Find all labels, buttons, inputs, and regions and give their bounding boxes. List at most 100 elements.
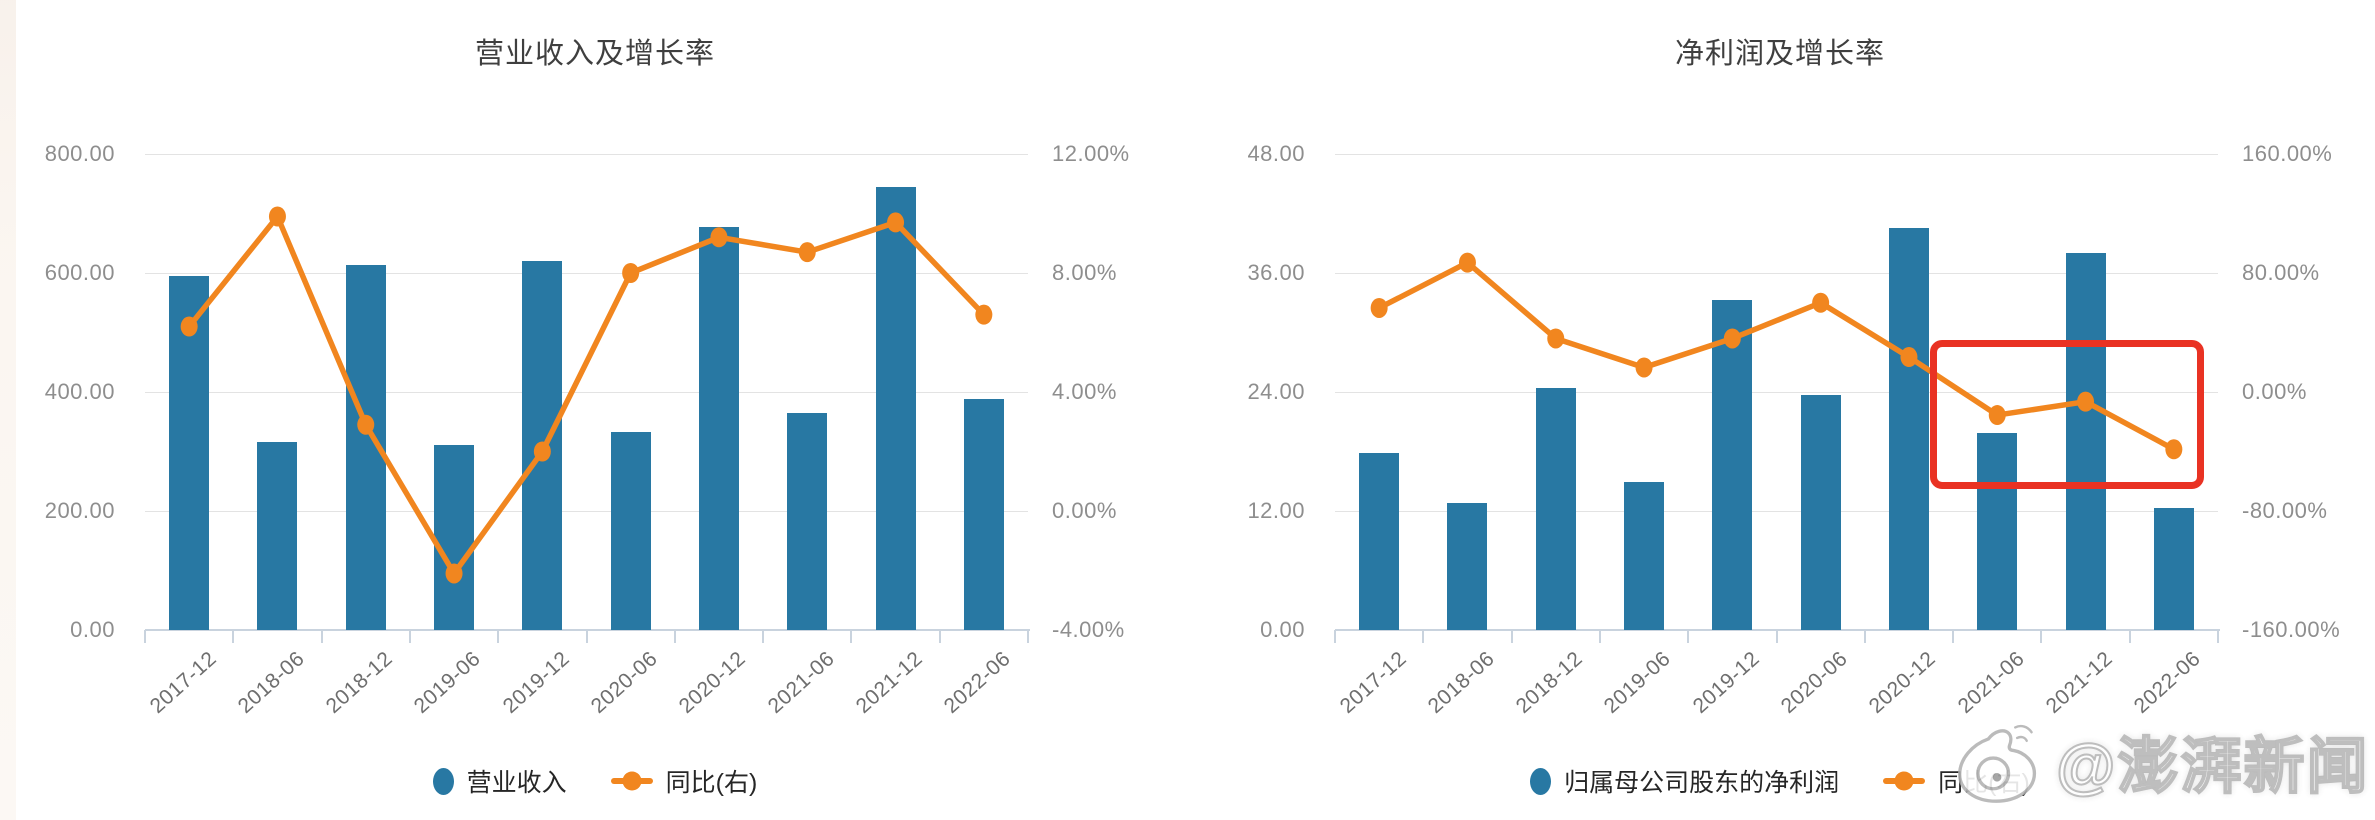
y-gridline bbox=[145, 153, 1028, 155]
watermark-handle: @澎湃新闻 bbox=[2055, 731, 2370, 801]
y-gridline bbox=[1335, 510, 2218, 512]
x-axis-label: 2018-06 bbox=[233, 647, 309, 719]
x-axis-tick bbox=[938, 630, 941, 643]
legend-label: 同比(右) bbox=[665, 769, 758, 797]
x-axis-tick bbox=[497, 630, 500, 643]
line-dot-2020-06 bbox=[1812, 292, 1830, 313]
x-axis-label: 2020-12 bbox=[1865, 647, 1941, 719]
x-axis-tick bbox=[232, 630, 235, 643]
line-dot-2017-12 bbox=[1370, 297, 1388, 318]
bar-2021-06 bbox=[1977, 432, 2018, 630]
x-axis-tick bbox=[673, 630, 676, 643]
x-axis-tick bbox=[2217, 630, 2219, 643]
bar-2018-12 bbox=[345, 264, 386, 630]
x-axis-tick bbox=[2040, 630, 2043, 643]
x-axis-label: 2019-06 bbox=[410, 647, 486, 719]
x-axis-label: 2018-12 bbox=[321, 647, 398, 719]
y-axis-label-right: -160.00% bbox=[2242, 617, 2341, 642]
y-axis-label-right: 160.00% bbox=[2242, 141, 2333, 166]
x-axis-label: 2020-06 bbox=[586, 647, 663, 719]
bar-2021-06 bbox=[787, 412, 828, 630]
bar-2018-12 bbox=[1535, 388, 1576, 630]
y-axis-label-left: 36.00 bbox=[1247, 260, 1305, 285]
x-axis-label: 2022-06 bbox=[2129, 647, 2206, 719]
bar-series-marker-icon bbox=[1530, 767, 1552, 795]
x-axis-line bbox=[145, 629, 1030, 631]
x-axis-label: 2021-06 bbox=[763, 647, 839, 719]
y-axis-label-right: 0.00% bbox=[1052, 498, 1117, 523]
y-axis-label-right: 12.00% bbox=[1052, 141, 1130, 166]
y-axis-label-left: 600.00 bbox=[44, 260, 115, 285]
x-axis-tick bbox=[1863, 630, 1866, 643]
bar-2019-06 bbox=[1624, 482, 1665, 630]
bar-2017-12 bbox=[1359, 453, 1400, 630]
x-axis-tick bbox=[762, 630, 765, 643]
watermark: @澎湃新闻 bbox=[1950, 714, 2369, 806]
revenue-chart-title: 营业收入及增长率 bbox=[474, 38, 715, 70]
bar-2021-12 bbox=[875, 187, 916, 630]
y-axis-label-left: 48.00 bbox=[1247, 141, 1305, 166]
x-axis-label: 2018-06 bbox=[1423, 647, 1499, 719]
legend-label: 归属母公司股东的净利润 bbox=[1564, 769, 1840, 797]
x-axis-label: 2022-06 bbox=[939, 647, 1016, 719]
y-axis-label-left: 12.00 bbox=[1247, 498, 1305, 523]
page-edge-artifact bbox=[0, 0, 16, 820]
x-axis-label: 2018-12 bbox=[1511, 647, 1588, 719]
x-axis-label: 2019-06 bbox=[1600, 647, 1676, 719]
line-dot-2022-06 bbox=[975, 304, 993, 325]
y-axis-label-right: 0.00% bbox=[2242, 379, 2307, 404]
x-axis-tick bbox=[1598, 630, 1601, 643]
x-axis-label: 2017-12 bbox=[1335, 647, 1411, 719]
y-axis-label-right: -4.00% bbox=[1052, 617, 1125, 642]
x-axis-label: 2021-12 bbox=[851, 647, 927, 719]
x-axis-label: 2017-12 bbox=[145, 647, 221, 719]
legend-label: 营业收入 bbox=[466, 769, 567, 797]
y-axis-label-right: 4.00% bbox=[1052, 379, 1117, 404]
x-axis-tick bbox=[1952, 630, 1955, 643]
y-axis-label-right: 80.00% bbox=[2242, 260, 2320, 285]
x-axis-line bbox=[1335, 629, 2220, 631]
x-axis-label: 2019-12 bbox=[1688, 647, 1764, 719]
bar-2022-06 bbox=[2153, 508, 2194, 630]
line-dot-2018-12 bbox=[1547, 328, 1565, 349]
y-axis-label-left: 200.00 bbox=[44, 498, 115, 523]
bar-2020-06 bbox=[1800, 394, 1841, 630]
x-axis-tick bbox=[2128, 630, 2131, 643]
bar-2019-12 bbox=[522, 260, 563, 630]
revenue-chart-legend: 营业收入 同比(右) bbox=[0, 763, 1190, 799]
net-profit-chart-title: 净利润及增长率 bbox=[1674, 38, 1885, 70]
bar-2017-12 bbox=[169, 275, 210, 630]
y-axis-label-right: 8.00% bbox=[1052, 260, 1117, 285]
x-axis-tick bbox=[320, 630, 323, 643]
y-axis-label-left: 24.00 bbox=[1247, 379, 1305, 404]
x-axis-tick bbox=[585, 630, 588, 643]
line-dot-2019-06 bbox=[1635, 357, 1653, 378]
x-axis-label: 2021-12 bbox=[2041, 647, 2117, 719]
bar-2019-12 bbox=[1712, 299, 1753, 630]
line-dot-2021-06 bbox=[798, 242, 816, 263]
x-axis-tick bbox=[1510, 630, 1513, 643]
x-axis-tick bbox=[408, 630, 411, 643]
x-axis-label: 2020-06 bbox=[1776, 647, 1853, 719]
line-series-marker-icon bbox=[610, 771, 653, 791]
x-axis-tick bbox=[850, 630, 853, 643]
x-axis-tick bbox=[1422, 630, 1425, 643]
line-dot-2018-06 bbox=[268, 206, 286, 227]
y-gridline bbox=[1335, 153, 2218, 155]
x-axis-label: 2020-12 bbox=[675, 647, 751, 719]
line-dot-2018-06 bbox=[1458, 252, 1476, 273]
y-axis-label-left: 800.00 bbox=[44, 141, 115, 166]
bar-2020-12 bbox=[1888, 228, 1929, 630]
y-axis-label-left: 0.00 bbox=[70, 617, 115, 642]
line-path bbox=[187, 213, 986, 577]
x-axis-tick bbox=[1775, 630, 1778, 643]
line-series-marker-icon bbox=[1883, 771, 1926, 791]
weibo-icon bbox=[1957, 723, 2037, 803]
bar-2018-06 bbox=[257, 441, 298, 630]
bar-2018-06 bbox=[1447, 503, 1488, 630]
y-axis-label-left: 400.00 bbox=[44, 379, 115, 404]
y-axis-label-right: -80.00% bbox=[2242, 498, 2328, 523]
legend-item-revenue: 营业收入 bbox=[432, 763, 567, 799]
bar-2019-06 bbox=[434, 444, 475, 630]
